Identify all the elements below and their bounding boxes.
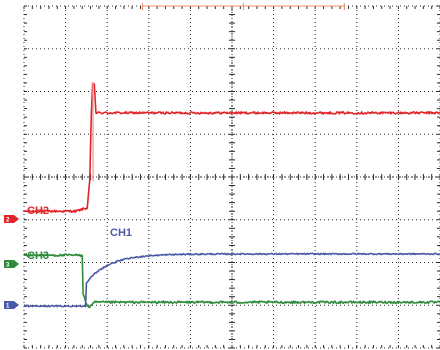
- marker-shape-ch1: [4, 301, 19, 309]
- trace-ch2: [23, 82, 440, 214]
- marker-ch2: 2: [4, 215, 19, 224]
- label-ch2: CH2: [27, 205, 49, 217]
- marker-shape-ch3: [4, 260, 19, 268]
- label-ch3: CH3: [27, 250, 49, 262]
- graticule-grid: [23, 5, 440, 349]
- marker-ch1: 1: [4, 301, 19, 310]
- marker-ch3: 3: [4, 260, 19, 269]
- label-ch1: CH1: [110, 227, 132, 239]
- marker-text-ch3: 3: [6, 263, 10, 269]
- signal-traces: [23, 82, 440, 309]
- trace-ch1: [23, 252, 440, 308]
- trigger-position-marker: [142, 3, 345, 10]
- marker-text-ch2: 2: [6, 218, 10, 224]
- marker-text-ch1: 1: [6, 304, 10, 310]
- trace-ch3: [23, 253, 440, 309]
- marker-shape-ch2: [4, 215, 19, 223]
- channel-labels: CH2 2 CH3 3 CH1 1: [4, 205, 132, 310]
